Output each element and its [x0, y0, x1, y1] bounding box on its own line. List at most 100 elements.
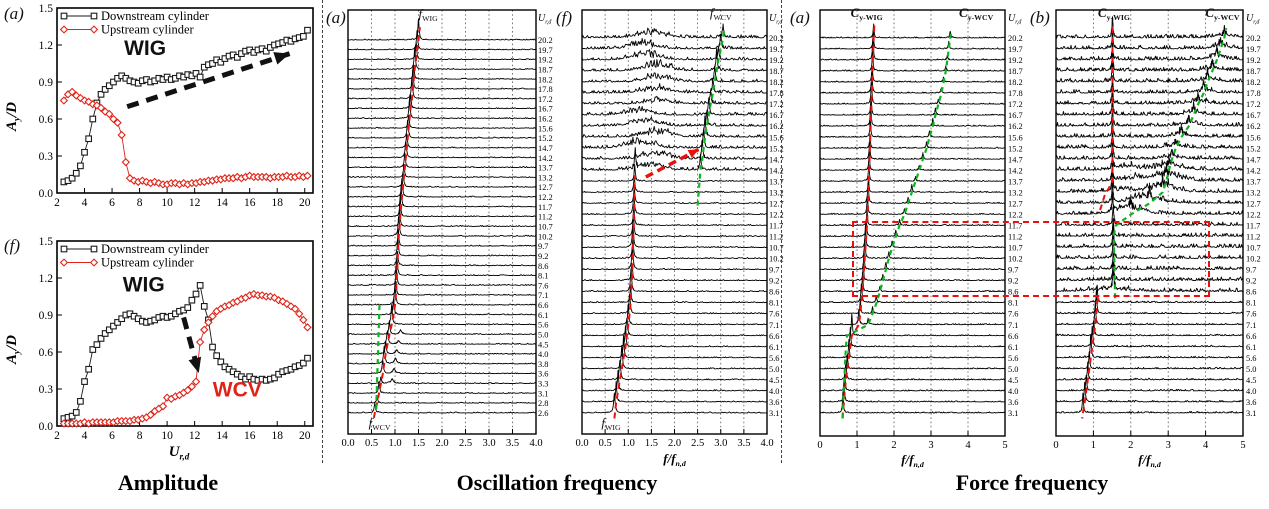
svg-text:2: 2: [54, 430, 60, 442]
svg-text:Ay/D: Ay/D: [4, 335, 22, 365]
svg-text:8.6: 8.6: [538, 262, 548, 271]
section-divider: [322, 0, 323, 463]
svg-text:Upstream cylinder: Upstream cylinder: [101, 23, 195, 37]
svg-text:11.2: 11.2: [1008, 233, 1022, 242]
svg-text:20: 20: [299, 197, 311, 209]
svg-text:8: 8: [137, 197, 143, 209]
svg-text:9.2: 9.2: [769, 277, 779, 286]
svg-text:15.6: 15.6: [1246, 133, 1261, 142]
svg-text:16.2: 16.2: [1246, 122, 1261, 131]
svg-text:14.7: 14.7: [769, 155, 784, 164]
svg-text:8.1: 8.1: [538, 272, 548, 281]
svg-text:7.1: 7.1: [769, 321, 779, 330]
svg-text:6.6: 6.6: [538, 301, 548, 310]
amplitude-chart-downstream-upstream-a: 2 4 6 8 10 12 14 16 18 20 0.0 0.3 0.6 0.9 1.2 1.5 Ay/D Do…: [0, 0, 332, 239]
panel-tag-force-a: (a): [790, 8, 810, 27]
svg-text:16.7: 16.7: [769, 111, 784, 120]
panel-tag-amp-f: (f): [4, 236, 21, 255]
svg-text:7.6: 7.6: [769, 310, 779, 319]
svg-text:12.2: 12.2: [1246, 210, 1261, 219]
svg-text:0.3: 0.3: [39, 151, 54, 163]
svg-text:f/fn,d: f/fn,d: [901, 452, 924, 468]
svg-text:19.2: 19.2: [538, 56, 553, 65]
svg-text:3: 3: [928, 440, 933, 451]
svg-text:6.6: 6.6: [1246, 332, 1256, 341]
svg-text:fWIG: fWIG: [419, 6, 439, 23]
svg-text:2: 2: [891, 440, 896, 451]
panel-tag-force-b: (b): [1030, 8, 1050, 27]
svg-text:18.2: 18.2: [1246, 78, 1261, 87]
svg-text:12.7: 12.7: [1008, 199, 1023, 208]
svg-text:0.0: 0.0: [341, 438, 354, 449]
svg-text:17.2: 17.2: [1008, 100, 1023, 109]
svg-text:13.7: 13.7: [538, 164, 553, 173]
svg-text:18.7: 18.7: [1008, 67, 1023, 76]
svg-text:20.2: 20.2: [1246, 34, 1261, 43]
svg-text:15.6: 15.6: [1008, 133, 1023, 142]
svg-text:0: 0: [1053, 440, 1058, 451]
svg-text:14.7: 14.7: [1246, 155, 1261, 164]
svg-text:Ur,d: Ur,d: [769, 13, 783, 25]
svg-text:3.1: 3.1: [769, 409, 779, 418]
svg-text:17.8: 17.8: [538, 85, 553, 94]
svg-text:fWCV: fWCV: [710, 5, 732, 22]
svg-text:1.2: 1.2: [39, 273, 54, 285]
svg-text:0.6: 0.6: [39, 114, 54, 126]
svg-text:16.2: 16.2: [538, 115, 553, 124]
svg-text:5.6: 5.6: [1246, 354, 1256, 363]
svg-text:0.0: 0.0: [575, 438, 588, 449]
svg-text:10: 10: [161, 197, 173, 209]
svg-text:10.2: 10.2: [538, 232, 553, 241]
svg-text:12.7: 12.7: [538, 183, 553, 192]
svg-text:20.2: 20.2: [769, 34, 784, 43]
svg-text:13.2: 13.2: [538, 173, 553, 182]
svg-text:5.0: 5.0: [769, 365, 779, 374]
svg-text:4.5: 4.5: [1008, 376, 1018, 385]
svg-text:18.2: 18.2: [769, 78, 784, 87]
svg-text:8.6: 8.6: [769, 288, 779, 297]
svg-text:7.6: 7.6: [538, 281, 548, 290]
svg-text:0.3: 0.3: [39, 384, 54, 396]
section-divider: [781, 0, 782, 463]
svg-text:18.2: 18.2: [538, 75, 553, 84]
svg-text:16.2: 16.2: [769, 122, 784, 131]
svg-text:19.7: 19.7: [1008, 45, 1023, 54]
svg-text:0.0: 0.0: [39, 188, 54, 200]
svg-text:8.6: 8.6: [1008, 288, 1018, 297]
svg-text:4.5: 4.5: [538, 340, 548, 349]
svg-text:9.2: 9.2: [538, 252, 548, 261]
svg-text:11.7: 11.7: [769, 222, 783, 231]
svg-text:WIG: WIG: [124, 37, 166, 60]
svg-text:4: 4: [965, 440, 971, 451]
svg-text:13.2: 13.2: [769, 188, 784, 197]
svg-text:5.0: 5.0: [1008, 365, 1018, 374]
svg-text:4.5: 4.5: [1246, 376, 1256, 385]
svg-text:10: 10: [161, 430, 173, 442]
svg-text:f/fn,d: f/fn,d: [663, 451, 686, 468]
svg-text:WIG: WIG: [123, 274, 165, 297]
svg-text:17.2: 17.2: [538, 95, 553, 104]
panel-tag-amp-a: (a): [4, 4, 24, 23]
panel-tag-osc-f: (f): [556, 8, 573, 27]
svg-text:18: 18: [271, 430, 283, 442]
section-title-oscillation-frequency: Oscillation frequency: [456, 470, 658, 495]
svg-text:Cy-WIG: Cy-WIG: [1098, 5, 1130, 22]
svg-text:10.7: 10.7: [1008, 244, 1023, 253]
svg-text:3.6: 3.6: [1008, 398, 1018, 407]
svg-text:3.1: 3.1: [1246, 409, 1256, 418]
svg-text:3: 3: [1166, 440, 1171, 451]
svg-text:17.8: 17.8: [769, 89, 784, 98]
force-frequency-waterfall-a: 0 1 2 3 4 5 f/fn,d Ur,d 20.2 19.7 19.2 18.7 18.2 17.8…: [805, 0, 1029, 473]
svg-text:5.6: 5.6: [1008, 354, 1018, 363]
svg-text:12.2: 12.2: [769, 210, 784, 219]
svg-text:16: 16: [244, 430, 256, 442]
svg-text:4.0: 4.0: [538, 350, 548, 359]
svg-text:Upstream cylinder: Upstream cylinder: [101, 256, 195, 270]
svg-text:7.1: 7.1: [1246, 321, 1256, 330]
svg-text:5.0: 5.0: [1246, 365, 1256, 374]
svg-text:4.0: 4.0: [529, 438, 542, 449]
svg-text:6: 6: [109, 197, 115, 209]
svg-text:14: 14: [216, 430, 228, 442]
svg-text:15.2: 15.2: [1008, 144, 1023, 153]
svg-text:4.0: 4.0: [1008, 387, 1018, 396]
